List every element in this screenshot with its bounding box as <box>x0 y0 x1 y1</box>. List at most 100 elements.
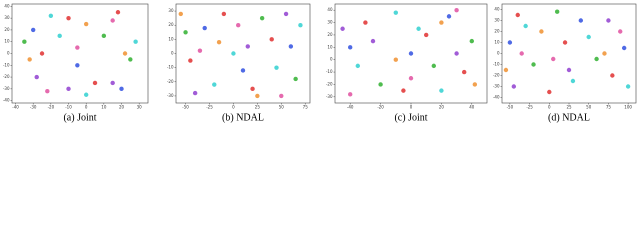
point <box>279 93 284 99</box>
point <box>75 63 80 68</box>
y-tick-label: -30 <box>493 84 500 89</box>
point <box>298 23 303 28</box>
point <box>408 76 414 81</box>
y-tick-label: -30 <box>326 94 333 99</box>
point <box>439 20 444 25</box>
point <box>454 51 459 56</box>
point <box>216 39 222 45</box>
y-tick-label: 30 <box>327 20 333 25</box>
point <box>562 40 568 45</box>
x-tick-label: 20 <box>439 105 445 110</box>
x-tick-label: 30 <box>137 105 143 110</box>
y-tick-label: 10 <box>494 40 500 45</box>
point <box>245 44 250 49</box>
point <box>178 11 183 17</box>
point <box>523 23 528 29</box>
y-tick-label: 10 <box>4 39 10 44</box>
point <box>416 26 421 31</box>
y-tick-label: -40 <box>493 95 500 100</box>
y-tick-label: 30 <box>4 15 10 20</box>
point <box>594 56 599 62</box>
point <box>539 29 544 34</box>
caption: (b) NDAL <box>222 112 264 123</box>
point <box>363 20 368 25</box>
point <box>454 7 459 13</box>
x-tick-label: 0 <box>410 105 413 110</box>
x-tick-label: 0 <box>548 105 551 110</box>
y-tick-label: -40 <box>3 98 10 103</box>
point <box>462 69 467 75</box>
y-tick-label: 0 <box>497 51 500 56</box>
point <box>236 23 241 28</box>
caption: (d) NDAL <box>548 112 590 123</box>
figure: -40 -30 -20 -10 0 10 20 30 -40 -30 -20 -10 0 10 20 30 40… <box>3 3 637 123</box>
y-tick-label: 40 <box>494 7 500 12</box>
point <box>269 37 274 42</box>
y-tick-label: 30 <box>494 18 500 23</box>
x-tick-label: 75 <box>303 105 309 110</box>
point <box>424 32 429 38</box>
y-tick-label: 10 <box>327 44 333 49</box>
y-tick-label: -10 <box>3 62 10 67</box>
point <box>283 11 289 17</box>
y-tick-label: 0 <box>330 57 333 62</box>
point <box>554 9 560 14</box>
y-tick-label: -10 <box>326 69 333 74</box>
point <box>274 65 279 70</box>
point <box>250 86 255 92</box>
point <box>355 63 360 69</box>
point <box>401 88 406 93</box>
point <box>115 10 121 15</box>
x-tick-label: -50 <box>507 105 514 110</box>
point <box>393 57 398 62</box>
y-tick-label: -20 <box>326 81 333 86</box>
point <box>30 27 36 33</box>
y-tick-label: -20 <box>167 79 174 84</box>
y-tick-label: 20 <box>168 22 174 27</box>
point <box>231 51 236 56</box>
x-tick-label: -40 <box>347 105 354 110</box>
point <box>531 62 536 67</box>
y-tick-label: 30 <box>168 8 174 13</box>
point <box>566 67 572 73</box>
point <box>48 13 54 18</box>
x-tick-label: -20 <box>48 105 55 110</box>
x-tick-label: -40 <box>12 105 19 110</box>
point <box>515 12 520 18</box>
x-tick-label: 40 <box>469 105 475 110</box>
point <box>27 57 32 62</box>
x-tick-label: -25 <box>206 105 213 110</box>
point <box>119 86 124 92</box>
point <box>45 89 50 94</box>
x-tick-label: 25 <box>255 105 261 110</box>
x-tick-label: -50 <box>182 105 189 110</box>
point <box>551 56 556 62</box>
x-tick-label: 10 <box>101 105 107 110</box>
x-tick-label: 0 <box>85 105 88 110</box>
point <box>197 48 203 53</box>
point <box>255 93 260 99</box>
point <box>192 90 198 96</box>
point <box>110 80 115 86</box>
point <box>221 11 227 17</box>
y-tick-label: 20 <box>4 27 10 32</box>
point <box>240 68 246 73</box>
y-tick-label: -10 <box>493 62 500 67</box>
x-tick-label: 0 <box>232 105 235 110</box>
point <box>293 76 298 82</box>
point <box>606 18 611 23</box>
point <box>34 74 39 80</box>
point <box>519 51 524 56</box>
point <box>183 30 188 35</box>
point <box>625 84 631 89</box>
plot-frame <box>175 3 311 104</box>
point <box>202 25 207 31</box>
point <box>547 89 552 95</box>
x-tick-label: -10 <box>65 105 72 110</box>
x-tick-label: 25 <box>566 105 572 110</box>
y-tick-label: 0 <box>7 51 10 56</box>
x-tick-label: 100 <box>624 105 632 110</box>
point <box>75 45 80 50</box>
plot-frame <box>11 3 149 104</box>
x-tick-label: -30 <box>30 105 37 110</box>
